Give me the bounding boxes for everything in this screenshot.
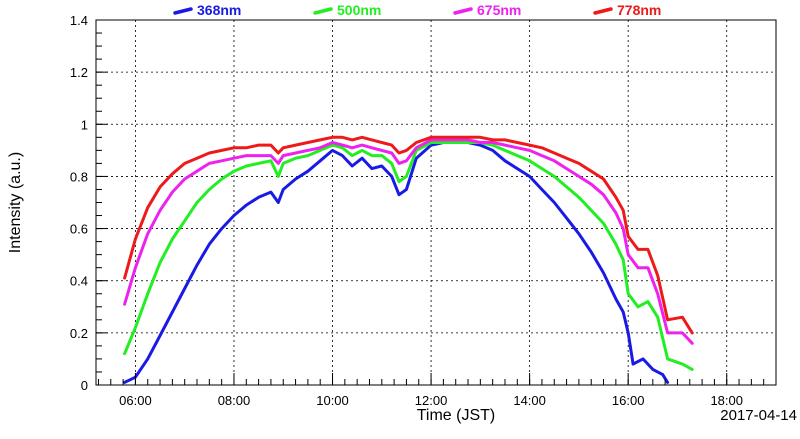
y-tick-label: 0.4 bbox=[70, 274, 88, 289]
x-tick-label: 10:00 bbox=[316, 393, 349, 408]
legend-swatch bbox=[453, 7, 473, 15]
grid-lines bbox=[96, 20, 776, 385]
legend-label: 675nm bbox=[477, 2, 521, 18]
y-axis-title: Intensity (a.u.) bbox=[7, 152, 24, 253]
series-line-675nm bbox=[123, 138, 694, 345]
legend: 368nm 500nm 675nm 778nm bbox=[173, 2, 661, 18]
legend-label: 368nm bbox=[197, 2, 241, 18]
series-line-368nm bbox=[123, 141, 670, 384]
y-tick-label: 0 bbox=[81, 378, 88, 393]
y-tick-label: 0.2 bbox=[70, 326, 88, 341]
plot-series bbox=[123, 135, 694, 384]
y-tick-label: 0.8 bbox=[70, 169, 88, 184]
date-label: 2017-04-14 bbox=[720, 407, 797, 424]
x-tick-label: 12:00 bbox=[415, 393, 448, 408]
legend-swatch bbox=[313, 7, 333, 15]
axis-tick-labels: 0 0.2 0.4 0.6 0.8 1 1.2 1.4 06:00 08:00 10:00 12:00… bbox=[70, 13, 743, 408]
series-line-500nm bbox=[123, 141, 694, 371]
legend-label: 500nm bbox=[337, 2, 381, 18]
x-tick-label: 06:00 bbox=[119, 393, 152, 408]
y-tick-label: 1 bbox=[81, 117, 88, 132]
y-tick-label: 1.2 bbox=[70, 65, 88, 80]
legend-swatch bbox=[593, 7, 613, 15]
series-line-778nm bbox=[123, 135, 694, 335]
x-tick-label: 18:00 bbox=[710, 393, 743, 408]
legend-label: 778nm bbox=[617, 2, 661, 18]
y-tick-label: 0.6 bbox=[70, 222, 88, 237]
x-axis-title: Time (JST) bbox=[417, 407, 496, 424]
x-tick-label: 16:00 bbox=[612, 393, 645, 408]
y-tick-label: 1.4 bbox=[70, 13, 88, 28]
x-tick-label: 08:00 bbox=[218, 393, 251, 408]
axis-ticks bbox=[96, 19, 765, 386]
x-tick-label: 14:00 bbox=[513, 393, 546, 408]
legend-swatch bbox=[173, 7, 193, 15]
